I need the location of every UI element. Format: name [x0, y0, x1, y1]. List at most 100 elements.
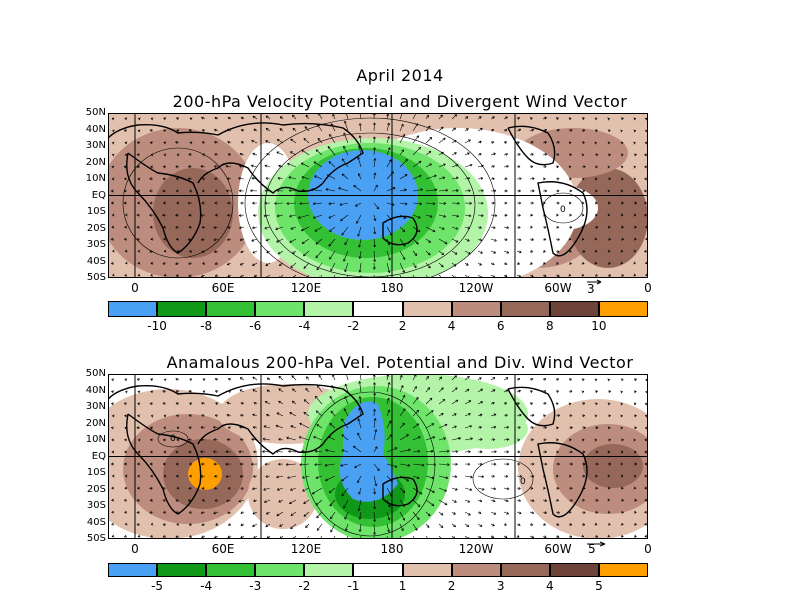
wind-vector: [176, 522, 180, 526]
wind-vector: [225, 474, 232, 478]
wind-vector: [214, 474, 219, 478]
wind-vector: [189, 189, 193, 193]
wind-vector: [399, 463, 411, 467]
wind-vector: [568, 165, 572, 169]
wind-vector: [314, 175, 323, 180]
wind-vector: [358, 238, 362, 248]
wind-vector: [149, 498, 154, 502]
colorbar-tick-label: -6: [249, 319, 262, 333]
wind-vector: [542, 213, 546, 217]
longitude-tick-label: 60E: [211, 542, 235, 556]
wind-vector: [329, 423, 336, 429]
wind-vector: [227, 225, 232, 229]
wind-vector: [438, 214, 447, 218]
wind-vector: [633, 438, 636, 442]
wind-vector: [239, 389, 245, 393]
wind-vector: [451, 152, 457, 156]
wind-vector: [568, 510, 572, 514]
wind-vector: [290, 226, 297, 230]
wind-vector: [412, 250, 418, 256]
wind-vector: [594, 237, 597, 241]
wind-vector: [162, 213, 167, 217]
wind-vector: [490, 116, 495, 120]
wind-vector: [226, 128, 232, 132]
wind-vector: [149, 213, 154, 217]
wind-vector: [464, 226, 471, 230]
wind-vector: [542, 141, 547, 144]
wind-vector: [357, 418, 362, 429]
wind-vector: [425, 226, 436, 233]
wind-vector: [555, 237, 560, 241]
wind-vector: [620, 141, 624, 145]
longitude-tick-label: 120E: [290, 281, 322, 295]
wind-vector: [358, 123, 362, 132]
wind-vector: [372, 122, 376, 132]
wind-vector: [464, 163, 473, 168]
wind-vector: [137, 261, 141, 265]
wind-vector: [163, 510, 167, 514]
wind-vector: [353, 184, 362, 192]
wind-vector: [227, 140, 232, 144]
wind-vector: [275, 424, 284, 429]
wind-vector: [451, 201, 460, 205]
wind-vector: [373, 535, 375, 539]
wind-vector: [633, 462, 638, 466]
wind-vector: [111, 117, 115, 121]
wind-vector: [581, 273, 585, 277]
wind-vector: [276, 511, 284, 517]
wind-vector: [451, 487, 458, 491]
wind-vector: [464, 388, 470, 393]
wind-vector: [124, 141, 128, 145]
wind-vector: [124, 462, 128, 466]
brown-shading-dark: [583, 444, 643, 488]
wind-vector: [150, 534, 154, 538]
wind-vector: [252, 511, 258, 515]
wind-vector: [252, 152, 258, 156]
wind-vector: [341, 418, 349, 429]
wind-vector: [607, 117, 611, 121]
wind-vector: [305, 114, 310, 120]
wind-vector: [149, 201, 154, 205]
wind-vector: [438, 463, 450, 467]
longitude-tick-label: 180: [380, 281, 404, 295]
wind-vector: [594, 165, 598, 169]
wind-vector: [175, 177, 180, 181]
wind-vector: [315, 499, 323, 506]
wind-vector: [399, 408, 406, 417]
wind-vector: [123, 165, 128, 169]
wind-vector: [300, 162, 310, 168]
colorbar-tick-label: -1: [347, 579, 360, 593]
wind-vector: [607, 177, 611, 181]
wind-vector: [358, 523, 362, 532]
panel2-colorbar: [108, 563, 648, 577]
wind-vector: [386, 122, 390, 132]
wind-vector: [266, 389, 271, 393]
wind-vector: [425, 114, 430, 120]
wind-vector: [188, 450, 193, 454]
wind-vector: [265, 523, 271, 528]
wind-vector: [425, 387, 431, 393]
wind-vector: [633, 390, 637, 394]
wind-vector: [226, 499, 232, 503]
wind-vector: [149, 189, 154, 193]
wind-vector: [633, 141, 636, 145]
wind-vector: [287, 162, 297, 168]
wind-vector: [175, 402, 180, 406]
wind-vector: [358, 145, 362, 156]
panel2-reference-vector-label: 5: [588, 542, 596, 556]
wind-vector: [607, 213, 611, 217]
panel1-title: 200-hPa Velocity Potential and Divergent…: [172, 92, 628, 111]
wind-vector: [188, 262, 193, 265]
wind-vector: [278, 400, 284, 405]
wind-vector: [529, 511, 535, 515]
wind-vector: [594, 141, 598, 145]
wind-vector: [137, 414, 141, 418]
wind-vector: [438, 475, 449, 480]
wind-vector: [149, 486, 154, 490]
wind-vector: [226, 413, 232, 417]
wind-vector: [516, 378, 521, 381]
wind-vector: [302, 475, 310, 479]
wind-vector: [503, 213, 508, 217]
wind-vector: [290, 523, 297, 530]
longitude-tick-label: 0: [131, 281, 139, 295]
